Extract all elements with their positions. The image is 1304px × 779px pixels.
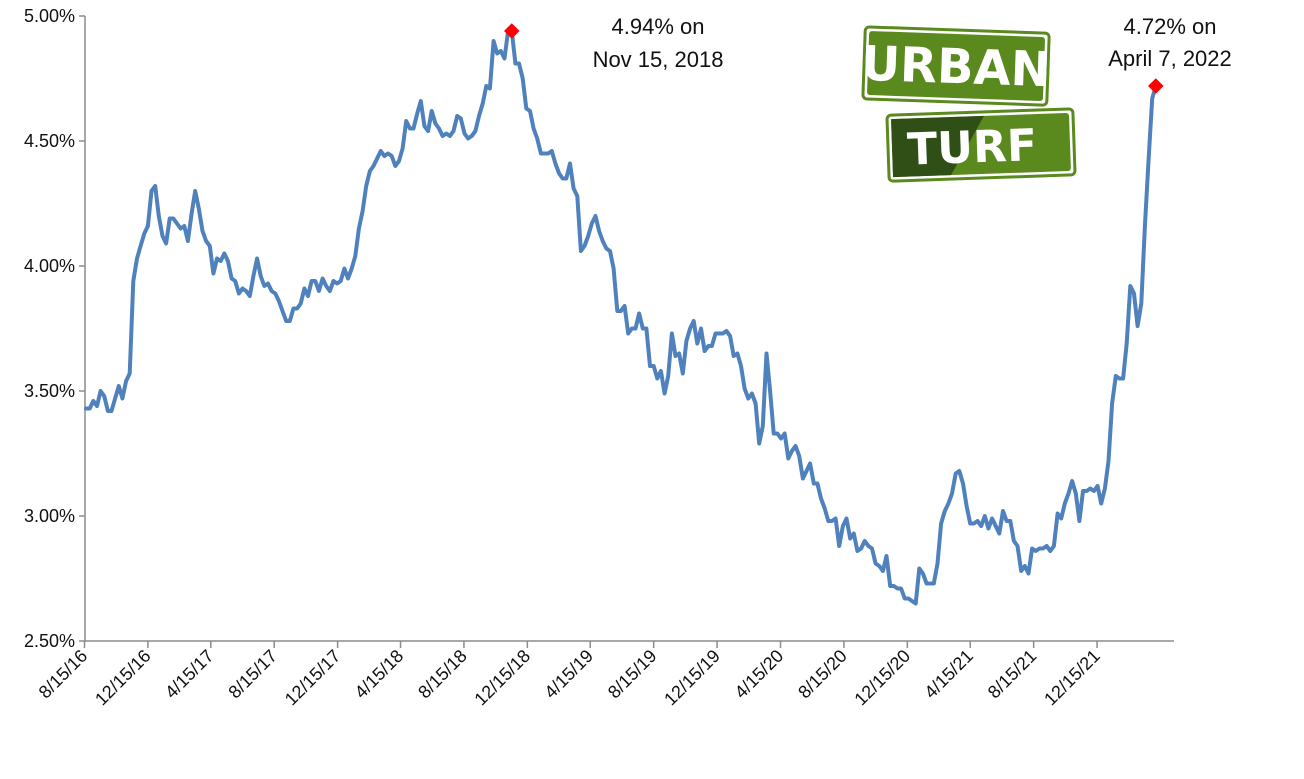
- rate-series-line: [84, 29, 1158, 606]
- x-tick-label: 12/15/19: [660, 646, 724, 710]
- x-tick-label: 8/15/18: [414, 646, 471, 703]
- highlights: 4.94% on Nov 15, 2018 4.72% on April 7, 202…: [503, 14, 1232, 94]
- y-tick-label: 5.00%: [24, 6, 75, 26]
- series-group: [84, 29, 1158, 606]
- y-tick-label: 2.50%: [24, 631, 75, 651]
- y-tick-label: 4.50%: [24, 131, 75, 151]
- y-tick-label: 4.00%: [24, 256, 75, 276]
- x-tick-label: 8/15/16: [35, 646, 92, 703]
- highlight-label-date: April 7, 2022: [1108, 46, 1232, 71]
- x-tick-label: 4/15/18: [351, 646, 408, 703]
- y-tick-label: 3.50%: [24, 381, 75, 401]
- x-tick-label: 4/15/17: [161, 646, 218, 703]
- logo-word-urban: URBAN: [860, 36, 1052, 99]
- y-axis-ticks: 2.50% 3.00% 3.50% 4.00% 4.50% 5.00%: [24, 6, 85, 651]
- x-tick-label: 12/15/20: [850, 646, 914, 710]
- logo-word-turf: TURF: [906, 120, 1037, 175]
- x-tick-label: 4/15/20: [731, 646, 788, 703]
- x-tick-label: 4/15/21: [920, 646, 977, 703]
- x-tick-label: 12/15/17: [281, 646, 345, 710]
- x-tick-label: 8/15/21: [984, 646, 1041, 703]
- highlight-marker: [1148, 78, 1164, 94]
- x-tick-label: 8/15/20: [794, 646, 851, 703]
- logo-sign-bottom-shade: [891, 115, 984, 178]
- highlight-label-value: 4.94% on: [612, 14, 705, 39]
- axes: [84, 16, 1174, 642]
- logo-sign-top: [867, 31, 1045, 101]
- urbanturf-logo: URBAN TURF: [860, 25, 1077, 183]
- y-tick-label: 3.00%: [24, 506, 75, 526]
- x-tick-label: 12/15/18: [470, 646, 534, 710]
- x-axis-ticks: 8/15/16 12/15/16 4/15/17 8/15/17 12/15/17 4/1…: [35, 641, 1104, 709]
- x-tick-label: 12/15/16: [91, 646, 155, 710]
- x-tick-label: 12/15/21: [1040, 646, 1104, 710]
- highlight-label-date: Nov 15, 2018: [593, 47, 724, 72]
- x-tick-label: 8/15/19: [604, 646, 661, 703]
- x-tick-label: 8/15/17: [224, 646, 281, 703]
- highlight-label-value: 4.72% on: [1124, 14, 1217, 39]
- x-tick-label: 4/15/19: [540, 646, 597, 703]
